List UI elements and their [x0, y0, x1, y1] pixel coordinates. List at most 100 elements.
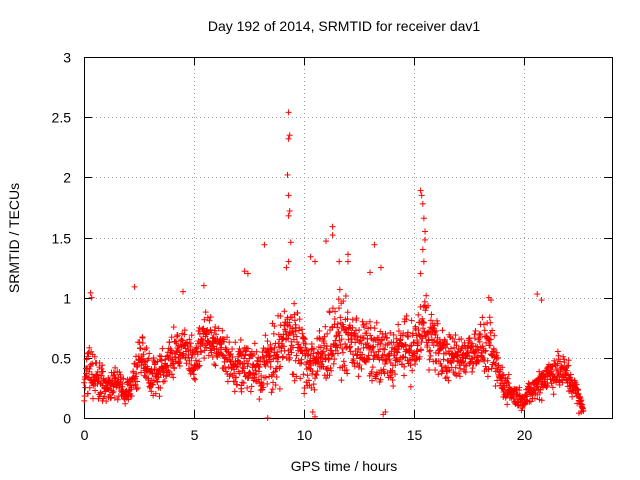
data-point [327, 365, 334, 372]
data-point [285, 335, 292, 342]
data-point [201, 316, 208, 323]
data-point [449, 335, 456, 342]
data-point [405, 333, 412, 340]
data-point [236, 345, 243, 352]
tick-layer: 0 0.5 1 1.5 2 2.5 3 0 5 10 15 20 [52, 50, 612, 443]
data-point [556, 358, 563, 365]
data-point [134, 378, 141, 385]
data-point [365, 325, 372, 332]
data-point [120, 375, 127, 382]
data-point [538, 297, 545, 304]
data-point [272, 382, 279, 389]
data-point [498, 375, 505, 382]
data-point [137, 345, 144, 352]
data-point [389, 377, 396, 384]
data-point [133, 386, 140, 393]
data-point [104, 385, 111, 392]
data-point [426, 356, 433, 363]
y-tick-label: 2 [63, 170, 71, 186]
data-point [428, 311, 435, 318]
data-point [233, 374, 240, 381]
data-point [487, 336, 494, 343]
data-point [290, 331, 297, 338]
data-point [205, 352, 212, 359]
data-point [418, 192, 425, 199]
data-point [461, 362, 468, 369]
data-point [452, 364, 459, 371]
data-point [465, 349, 472, 356]
data-point [335, 328, 342, 335]
data-point [433, 327, 440, 334]
data-point [331, 356, 338, 363]
data-point [277, 313, 284, 320]
point-layer [81, 109, 587, 421]
y-tick-label: 1.5 [52, 231, 72, 247]
data-point [301, 390, 308, 397]
data-point [391, 345, 398, 352]
data-point [101, 393, 108, 400]
data-point [364, 355, 371, 362]
data-point [280, 343, 287, 350]
data-point [285, 192, 292, 199]
data-point [491, 332, 498, 339]
data-point [221, 364, 228, 371]
data-point [136, 339, 143, 346]
data-point [181, 327, 188, 334]
data-point [447, 359, 454, 366]
data-point [393, 335, 400, 342]
data-point [348, 335, 355, 342]
data-point [500, 371, 507, 378]
data-point [163, 363, 170, 370]
data-point [407, 343, 414, 350]
data-point [363, 320, 370, 327]
data-point [493, 349, 500, 356]
data-point [293, 333, 300, 340]
data-point [269, 386, 276, 393]
data-point [128, 393, 135, 400]
data-point [267, 363, 274, 370]
data-point [422, 333, 429, 340]
data-point [235, 358, 242, 365]
data-point [87, 289, 94, 296]
data-point [238, 388, 245, 395]
data-point [160, 378, 167, 385]
data-point [442, 344, 449, 351]
data-point [469, 368, 476, 375]
data-point [196, 358, 203, 365]
data-point [245, 360, 252, 367]
data-point [226, 339, 233, 346]
data-point [312, 371, 319, 378]
data-point [316, 327, 323, 334]
data-point [140, 351, 147, 358]
data-point [336, 258, 343, 265]
data-point [351, 330, 358, 337]
data-point [310, 345, 317, 352]
data-point [186, 336, 193, 343]
data-point [244, 345, 251, 352]
data-point [271, 323, 278, 330]
data-point [341, 362, 348, 369]
data-point [426, 348, 433, 355]
data-point [549, 384, 556, 391]
data-point [494, 354, 501, 361]
data-point [353, 315, 360, 322]
data-point [455, 370, 462, 377]
data-point [86, 365, 93, 372]
data-point [342, 326, 349, 333]
data-point [414, 337, 421, 344]
data-point [156, 352, 163, 359]
data-point [409, 330, 416, 337]
data-point [350, 355, 357, 362]
data-point [233, 363, 240, 370]
data-point [241, 369, 248, 376]
data-point [91, 353, 98, 360]
data-point [260, 384, 267, 391]
data-point [467, 359, 474, 366]
data-point [309, 368, 316, 375]
data-point [358, 365, 365, 372]
data-point [312, 258, 318, 265]
data-point [261, 241, 268, 248]
data-point [270, 356, 277, 363]
data-point [89, 395, 96, 402]
data-point [131, 283, 138, 290]
